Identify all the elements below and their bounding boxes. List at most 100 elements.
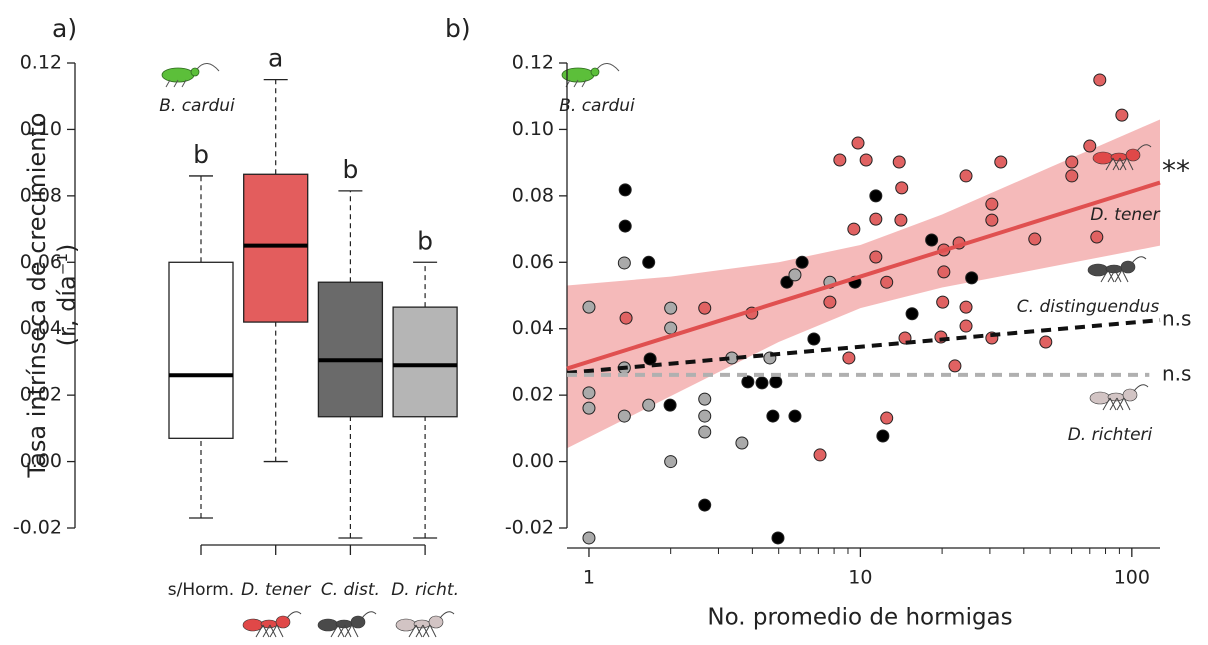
ant-body bbox=[350, 615, 366, 629]
y-tick-label: 0.02 bbox=[20, 384, 62, 406]
ant-leg bbox=[1126, 157, 1134, 171]
point bbox=[698, 425, 712, 439]
point bbox=[985, 213, 999, 227]
box bbox=[243, 173, 309, 323]
ant-body bbox=[428, 615, 444, 629]
point bbox=[795, 255, 809, 269]
point bbox=[619, 311, 633, 325]
point bbox=[851, 136, 865, 150]
x-tick-label: D. tener bbox=[241, 580, 311, 600]
x-tick-label: 100 bbox=[1114, 567, 1150, 589]
ant-antenna bbox=[1131, 256, 1147, 264]
ant-antenna bbox=[286, 611, 302, 619]
ant-leg bbox=[1102, 397, 1111, 411]
point bbox=[780, 275, 794, 289]
y-tick-label: 0.08 bbox=[20, 184, 62, 206]
point bbox=[643, 352, 657, 366]
y-tick-label: 0.10 bbox=[20, 118, 62, 140]
point bbox=[642, 398, 656, 412]
point bbox=[894, 213, 908, 227]
significance-label: n.s bbox=[1162, 362, 1191, 386]
ant-icon bbox=[1092, 144, 1152, 171]
x-tick-label: 1 bbox=[583, 567, 595, 589]
y-tick-label: 0.04 bbox=[512, 317, 554, 339]
point bbox=[582, 531, 596, 545]
point bbox=[788, 268, 802, 282]
significance-label: ** bbox=[1162, 154, 1190, 187]
aphid-antenna bbox=[596, 63, 620, 72]
y-tick-label: 0.10 bbox=[512, 118, 554, 140]
y-tick-label: 0.06 bbox=[512, 251, 554, 273]
point bbox=[1093, 73, 1107, 87]
ant-antenna bbox=[361, 611, 377, 619]
species-label: D. tener bbox=[1090, 205, 1160, 225]
point bbox=[1090, 230, 1104, 244]
point bbox=[994, 155, 1008, 169]
ant-leg bbox=[330, 624, 339, 638]
point bbox=[582, 300, 596, 314]
point bbox=[859, 153, 873, 167]
point bbox=[813, 448, 827, 462]
group-letter: b bbox=[193, 140, 209, 169]
point bbox=[698, 409, 712, 423]
x-tick-label: C. dist. bbox=[321, 580, 380, 600]
point bbox=[842, 351, 856, 365]
point bbox=[895, 181, 909, 195]
species-label: D. richteri bbox=[1068, 425, 1153, 445]
y-tick-label: 0.04 bbox=[20, 317, 62, 339]
ant-leg bbox=[408, 624, 417, 638]
point bbox=[618, 219, 632, 233]
point bbox=[755, 376, 769, 390]
box bbox=[168, 261, 234, 439]
point bbox=[1065, 155, 1079, 169]
ant-icon bbox=[317, 611, 377, 638]
point bbox=[582, 386, 596, 400]
point bbox=[869, 212, 883, 226]
panel-label: a) bbox=[52, 14, 77, 43]
confidence-band bbox=[567, 119, 1160, 449]
point bbox=[847, 222, 861, 236]
ant-icon bbox=[1089, 384, 1149, 411]
point bbox=[936, 295, 950, 309]
y-tick-label: 0.00 bbox=[512, 450, 554, 472]
point bbox=[698, 301, 712, 315]
ant-leg bbox=[255, 624, 264, 638]
point bbox=[664, 455, 678, 469]
point bbox=[1039, 335, 1053, 349]
ant-body bbox=[1122, 388, 1138, 402]
point bbox=[1115, 108, 1129, 122]
point bbox=[959, 169, 973, 183]
ant-body bbox=[1125, 148, 1141, 162]
x-tick-label: 10 bbox=[848, 567, 872, 589]
aphid-head bbox=[590, 67, 600, 77]
point bbox=[664, 321, 678, 335]
point bbox=[880, 411, 894, 425]
ant-leg bbox=[344, 624, 353, 638]
aphid-leg bbox=[573, 79, 579, 88]
group-letter: a bbox=[268, 44, 283, 73]
ant-icon bbox=[1087, 256, 1147, 283]
ant-leg bbox=[1116, 397, 1125, 411]
aphid-body bbox=[161, 67, 195, 83]
ant-leg bbox=[1123, 397, 1131, 411]
point bbox=[948, 359, 962, 373]
point bbox=[905, 307, 919, 321]
point bbox=[617, 409, 631, 423]
point bbox=[833, 153, 847, 167]
ant-leg bbox=[276, 624, 284, 638]
organism-label: B. cardui bbox=[559, 96, 635, 116]
ant-leg bbox=[269, 624, 278, 638]
y-tick-label: -0.02 bbox=[505, 517, 554, 539]
y-tick-label: 0.08 bbox=[512, 184, 554, 206]
ant-leg bbox=[1100, 269, 1109, 283]
aphid-antenna bbox=[196, 63, 220, 72]
point bbox=[1083, 139, 1097, 153]
point bbox=[617, 256, 631, 270]
y-tick-label: 0.02 bbox=[512, 384, 554, 406]
point bbox=[769, 375, 783, 389]
box bbox=[317, 281, 384, 418]
point bbox=[807, 332, 821, 346]
point bbox=[892, 155, 906, 169]
point bbox=[959, 300, 973, 314]
